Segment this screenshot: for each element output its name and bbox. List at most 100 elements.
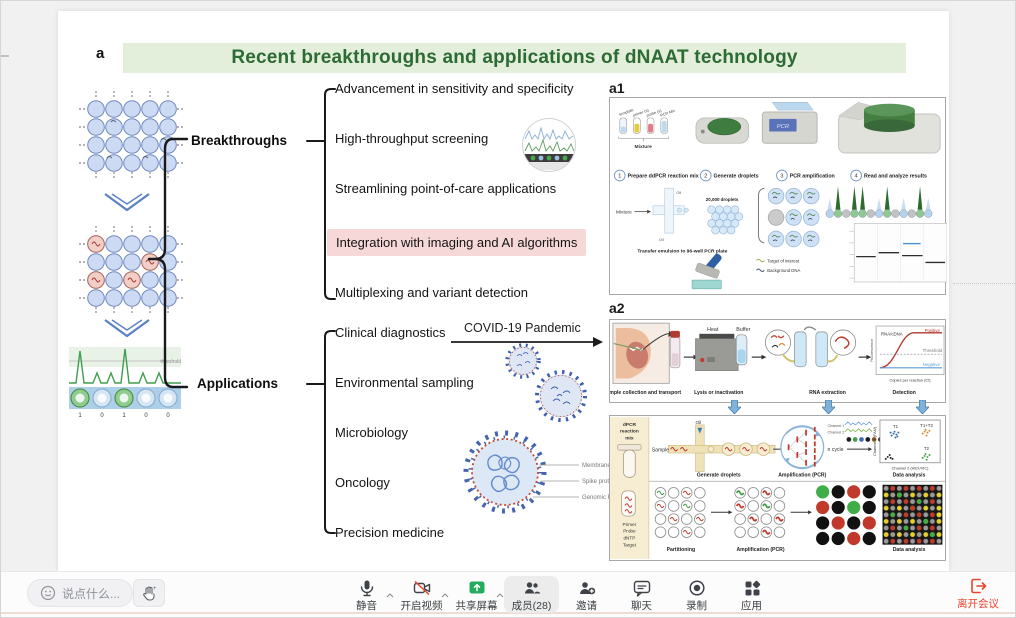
svg-text:Target of interest: Target of interest <box>767 258 800 263</box>
reaction-tube <box>617 443 642 478</box>
svg-text:Channel 2 (HEX/VIC): Channel 2 (HEX/VIC) <box>892 466 930 471</box>
application-item: Microbiology <box>335 425 408 440</box>
amplified-partition-grid <box>734 487 786 538</box>
chat-button[interactable]: 聊天 <box>614 576 669 613</box>
panel-a1-box: template primer (s) probe (s) PCR Mix Mi… <box>609 97 948 295</box>
a2-row3-captions: Partitioning Amplification (PCR) Data an… <box>667 547 926 553</box>
record-button[interactable]: 录制 <box>669 576 724 613</box>
mixture-label-2: Mixture <box>616 210 632 216</box>
svg-text:Threshold: Threshold <box>923 348 943 353</box>
members-icon <box>524 582 540 594</box>
droplet-reader-instrument <box>837 101 941 154</box>
a1-tube-labels: template primer (s) probe (s) PCR Mix <box>618 107 675 118</box>
a2-row1-captions: Sample collection and transport Lysis or… <box>603 390 916 396</box>
svg-text:Amplification (PCR): Amplification (PCR) <box>778 472 826 478</box>
toolbar-bottom-accent <box>1 612 1015 614</box>
svg-text:Amplification (PCR): Amplification (PCR) <box>736 547 784 553</box>
pcr-thermocycler-instrument: PCR <box>761 102 818 144</box>
svg-text:Channel 1 (FAM): Channel 1 (FAM) <box>872 426 877 456</box>
page-dotted-divider <box>953 283 1015 284</box>
leave-meeting-icon <box>971 578 987 594</box>
droplet-content-detail <box>757 187 820 248</box>
chevron-up-icon[interactable] <box>496 585 504 603</box>
chat-placeholder: 说点什么... <box>62 586 121 601</box>
pipette-illustration <box>691 253 722 290</box>
svg-text:Positive: Positive <box>925 328 941 333</box>
svg-text:Read and analyze results: Read and analyze results <box>864 173 927 179</box>
svg-text:0: 0 <box>166 413 170 419</box>
channel-traces: Channel 1 Channel 2 <box>828 421 883 442</box>
dpcr-mix-label: dPCR reaction mix <box>620 422 639 442</box>
binary-readout: 1 0 1 0 0 <box>78 413 170 419</box>
chat-icon <box>633 580 650 597</box>
apps-icon <box>745 580 760 596</box>
toolbar-center-group: 静音 开启视频 共享屏幕 <box>339 576 779 613</box>
mixture-label: Mixture <box>635 144 653 150</box>
svg-text:1: 1 <box>78 413 82 419</box>
share-screen-button[interactable]: 共享屏幕 <box>449 576 504 613</box>
start-video-button[interactable]: 开启视频 <box>394 576 449 613</box>
figure-panel-label: a <box>96 45 105 62</box>
chevron-up-icon[interactable] <box>441 585 449 603</box>
breakthroughs-branch-label: Breakthroughs <box>191 133 288 148</box>
svg-text:0: 0 <box>144 413 148 419</box>
breakthrough-item: Streamlining point-of-care applications <box>335 181 557 196</box>
oil-label: Oil <box>659 237 664 242</box>
svg-text:dNTP: dNTP <box>623 535 635 540</box>
mute-button[interactable]: 静音 <box>339 576 394 613</box>
apps-button[interactable]: 应用 <box>724 576 779 613</box>
covid-pandemic-label: COVID-19 Pandemic <box>464 321 581 335</box>
share-screen-icon <box>469 581 484 594</box>
camera-off-icon <box>413 580 430 596</box>
svg-text:Genomic RNA: Genomic RNA <box>582 495 620 501</box>
droplet-pipeline-illustration: threshold 1 0 1 0 0 <box>69 90 186 419</box>
application-item: Oncology <box>335 475 390 490</box>
application-item: Environmental sampling <box>335 375 474 390</box>
figure-title-banner: Recent breakthroughs and applications of… <box>123 43 906 73</box>
svg-text:T1: T1 <box>893 424 899 429</box>
svg-text:Lysis or inactivation: Lysis or inactivation <box>694 390 743 396</box>
microphone-icon <box>360 580 373 597</box>
svg-text:PCR amplification: PCR amplification <box>790 173 835 179</box>
chevron-down-icon <box>104 319 150 338</box>
svg-text:T2: T2 <box>924 446 930 451</box>
droplet-count-label: 20,000 droplets <box>706 197 739 202</box>
droplet-generator-instrument <box>695 117 750 144</box>
well-array-heatmap <box>882 484 943 545</box>
panel-a2-row1-box: Heat Buffer <box>603 319 946 403</box>
raise-hand-button[interactable]: + <box>133 579 165 607</box>
signal-readout-illustration: threshold 1 0 1 0 0 <box>69 347 181 419</box>
svg-text:0: 0 <box>100 413 104 419</box>
meeting-toolbar: 说点什么... + 静音 <box>1 571 1015 617</box>
sample-collection-illustration <box>612 322 681 384</box>
svg-text:Detection: Detection <box>893 390 916 396</box>
a1-steps: 1 Prepare ddPCR reaction mix 2 Generate … <box>613 169 927 182</box>
record-icon <box>688 580 705 596</box>
svg-text:Target: Target <box>623 542 637 547</box>
members-button[interactable]: 成员(28) <box>504 576 559 613</box>
svg-text:3: 3 <box>780 173 783 179</box>
svg-text:Channel 2: Channel 2 <box>828 431 845 435</box>
heat-block-instrument <box>695 333 739 372</box>
breakthrough-item: Advancement in sensitivity and specifici… <box>335 81 574 96</box>
a2-row2-captions: Generate droplets Amplification (PCR) Da… <box>697 472 926 478</box>
oil-label: Oil <box>695 420 701 426</box>
application-item: Precision medicine <box>335 525 445 540</box>
svg-text:Probe: Probe <box>623 529 636 534</box>
sample-label: Sample <box>652 448 670 454</box>
chevron-up-icon[interactable] <box>386 585 394 603</box>
droplet-peaks-illustration <box>825 186 933 218</box>
svg-text:Copies per reaction (Ct): Copies per reaction (Ct) <box>889 377 931 382</box>
panel-a2-row2-box: dPCR reaction mix Primer Probe dNTP Targ… <box>609 415 946 561</box>
applications-bracket <box>306 330 336 534</box>
leave-meeting-button[interactable]: 离开会议 <box>957 577 999 611</box>
svg-text:primer (s): primer (s) <box>632 107 650 118</box>
reagent-labels: Primer Probe dNTP Target <box>623 522 637 547</box>
cycle-label: n cycle <box>828 447 844 453</box>
chat-input[interactable]: 说点什么... <box>27 579 134 607</box>
svg-text:probe (s): probe (s) <box>646 108 663 118</box>
pcr-screen-label: PCR <box>777 124 790 130</box>
invite-button[interactable]: 邀请 <box>559 576 614 613</box>
svg-text:Sample collection and transpor: Sample collection and transport <box>610 390 681 396</box>
ddpcr-workflow-illustration: template primer (s) probe (s) PCR Mix Mi… <box>613 101 948 290</box>
